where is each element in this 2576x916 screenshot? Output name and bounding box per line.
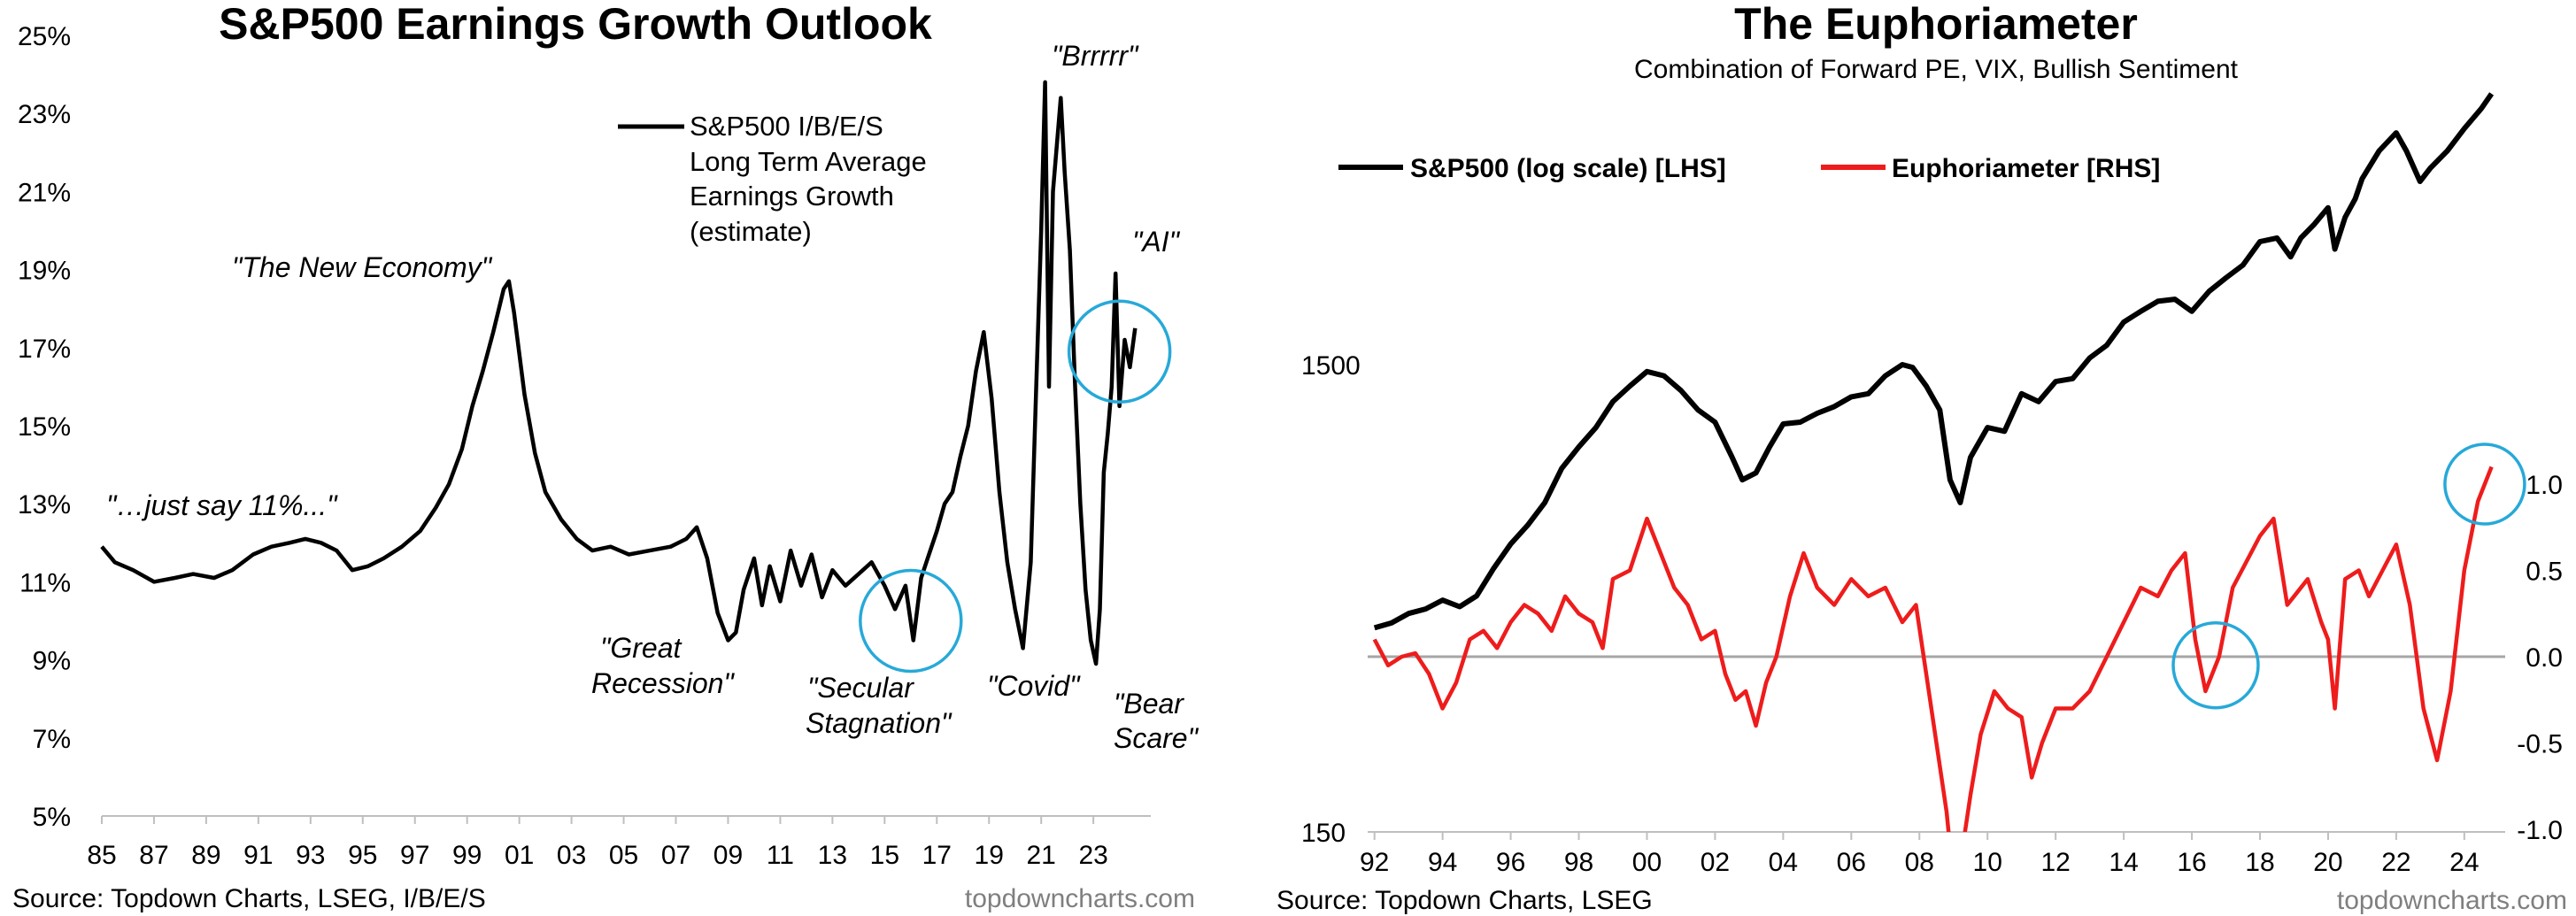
left-chart-title: S&P500 Earnings Growth Outlook xyxy=(219,0,932,49)
annotation-covid: "Covid" xyxy=(987,670,1081,702)
left-x-tick-label: 85 xyxy=(87,841,116,870)
left-x-tick-label: 97 xyxy=(400,841,429,870)
right-highlight-circle-1 xyxy=(2171,621,2260,710)
left-y-tick-label: 13% xyxy=(18,490,71,520)
left-x-tick-label: 09 xyxy=(713,841,743,870)
right-chart-subtitle: Combination of Forward PE, VIX, Bullish … xyxy=(1634,55,2239,84)
left-x-tick-label: 89 xyxy=(191,841,220,870)
annotation-bear: "Bear xyxy=(1114,688,1184,720)
left-y-tick-label: 5% xyxy=(33,803,71,832)
right-left-axis-tick-label: 1500 xyxy=(1301,351,1361,381)
left-x-tick-label: 95 xyxy=(348,841,377,870)
euphoriameter-series-line xyxy=(1372,466,2494,832)
right-left-axis-tick-label: 150 xyxy=(1301,819,1346,848)
right-x-tick-label: 18 xyxy=(2245,848,2274,877)
left-x-tick-label: 15 xyxy=(870,841,899,870)
right-axes: 1500 150 1.0 0.5 0.0 -0.5 -1.0 92 94 96 98 00 02 04 06… xyxy=(1301,351,2563,877)
left-y-tick-label: 9% xyxy=(33,647,71,676)
left-x-tick-label: 05 xyxy=(609,841,638,870)
left-x-tick-label: 21 xyxy=(1027,841,1056,870)
annotation-new-economy: "The New Economy" xyxy=(232,251,493,283)
left-x-tick-label: 17 xyxy=(922,841,952,870)
left-y-tick-label: 15% xyxy=(18,412,71,442)
annotation-stagnation: Stagnation" xyxy=(806,707,953,739)
right-x-tick-label: 16 xyxy=(2177,848,2206,877)
annotation-secular: "Secular xyxy=(807,672,914,704)
left-legend: S&P500 I/B/E/S Long Term Average Earning… xyxy=(618,111,927,247)
right-legend: S&P500 (log scale) [LHS] Euphoriameter [… xyxy=(1338,154,2160,183)
right-x-tick-label: 10 xyxy=(1973,848,2002,877)
right-circles xyxy=(2171,443,2526,710)
left-x-tick-label: 87 xyxy=(139,841,168,870)
left-axes: 5% 7% 9% 11% 13% 15% 17% 19% 21% 23% 25% 85 87 89 91 93… xyxy=(18,22,1151,870)
right-right-axis-tick-label: 0.5 xyxy=(2526,558,2563,587)
right-x-tick-label: 14 xyxy=(2109,848,2138,877)
left-x-tick-label: 03 xyxy=(557,841,586,870)
annotation-scare: Scare" xyxy=(1114,722,1199,754)
left-highlight-circle-1 xyxy=(859,568,963,674)
right-x-tick-label: 22 xyxy=(2381,848,2410,877)
right-x-tick-label: 08 xyxy=(1905,848,1934,877)
right-x-tick-label: 00 xyxy=(1632,848,1662,877)
left-highlight-circle-2 xyxy=(1067,299,1172,404)
right-x-tick-label: 24 xyxy=(2449,848,2479,877)
right-brand: topdowncharts.com xyxy=(2337,886,2567,915)
right-x-tick-label: 02 xyxy=(1701,848,1730,877)
left-series-line xyxy=(100,80,1138,666)
right-right-axis-tick-label: -1.0 xyxy=(2517,816,2563,845)
right-x-tick-label: 98 xyxy=(1564,848,1593,877)
right-x-tick-label: 06 xyxy=(1837,848,1866,877)
left-x-tick-label: 99 xyxy=(452,841,482,870)
right-right-axis-tick-label: -0.5 xyxy=(2517,730,2563,759)
left-legend-line-3: Earnings Growth xyxy=(690,181,894,212)
left-brand: topdowncharts.com xyxy=(965,884,1195,913)
left-y-tick-label: 23% xyxy=(18,100,71,129)
left-legend-line-4: (estimate) xyxy=(690,216,812,247)
left-y-tick-label: 17% xyxy=(18,335,71,364)
left-y-tick-label: 7% xyxy=(33,725,71,754)
annotation-recession: Recession" xyxy=(591,667,735,699)
right-x-tick-label: 20 xyxy=(2313,848,2342,877)
left-x-tick-label: 93 xyxy=(296,841,325,870)
left-y-tick-label: 11% xyxy=(19,568,71,597)
left-source: Source: Topdown Charts, LSEG, I/B/E/S xyxy=(12,884,486,913)
left-x-tick-label: 13 xyxy=(818,841,847,870)
left-y-tick-label: 25% xyxy=(18,22,71,51)
right-legend-euphoriameter: Euphoriameter [RHS] xyxy=(1892,154,2160,183)
left-legend-line-2: Long Term Average xyxy=(690,146,927,177)
right-highlight-circle-2 xyxy=(2443,443,2526,526)
left-y-tick-label: 21% xyxy=(18,178,71,207)
right-right-axis-tick-label: 0.0 xyxy=(2526,643,2563,673)
left-legend-line-1: S&P500 I/B/E/S xyxy=(690,111,883,142)
left-series xyxy=(100,80,1138,666)
annotation-ai: "AI" xyxy=(1132,226,1181,258)
right-x-tick-label: 12 xyxy=(2040,848,2070,877)
left-circles xyxy=(859,299,1172,674)
right-series xyxy=(1372,92,2495,832)
left-x-tick-label: 11 xyxy=(767,841,794,870)
annotation-great: "Great xyxy=(600,632,683,664)
right-legend-sp500: S&P500 (log scale) [LHS] xyxy=(1410,154,1726,183)
right-right-axis-tick-label: 1.0 xyxy=(2526,471,2563,500)
right-x-tick-label: 04 xyxy=(1769,848,1798,877)
left-x-tick-label: 01 xyxy=(505,841,534,870)
annotation-just-say-11: "…just say 11%..." xyxy=(106,489,338,521)
right-source: Source: Topdown Charts, LSEG xyxy=(1276,886,1653,915)
right-x-tick-label: 94 xyxy=(1428,848,1457,877)
left-x-tick-label: 91 xyxy=(243,841,273,870)
left-x-tick-label: 07 xyxy=(661,841,690,870)
right-chart-title: The Euphoriameter xyxy=(1734,0,2138,49)
right-x-tick-label: 96 xyxy=(1496,848,1525,877)
left-x-tick-label: 19 xyxy=(975,841,1004,870)
right-x-tick-label: 92 xyxy=(1360,848,1389,877)
left-x-tick-label: 23 xyxy=(1078,841,1107,870)
sp500-series-line xyxy=(1373,92,2495,631)
left-y-tick-label: 19% xyxy=(18,257,71,286)
annotation-brrrrr: "Brrrrr" xyxy=(1052,40,1139,72)
